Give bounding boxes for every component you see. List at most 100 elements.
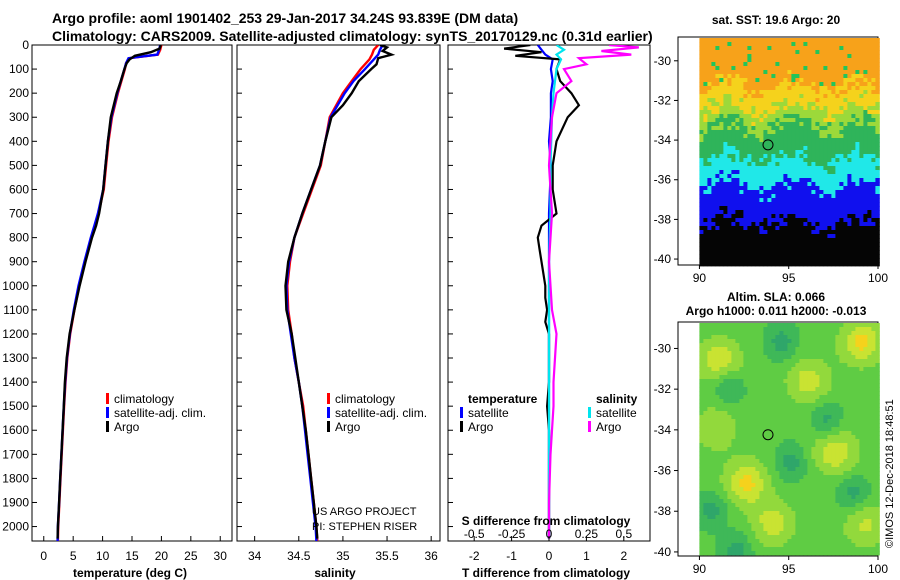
map-cell [803,110,808,115]
map-cell [791,475,796,480]
map-cell [707,363,712,368]
map-cell [819,226,824,231]
map-cell [847,114,852,119]
map-cell [819,70,824,75]
map-cell [783,234,788,239]
map-cell [823,142,828,147]
map-cell [699,238,704,243]
y-tick-label: 1000 [2,279,29,293]
map-cell [799,467,804,472]
map-cell [719,499,724,504]
map-cell [839,435,844,440]
map-cell [731,166,736,171]
map-cell [831,495,836,500]
map-cell [747,242,752,247]
map-cell [763,194,768,199]
map-cell [787,383,792,388]
map-cell [719,142,724,147]
map-cell [751,150,756,155]
map-cell [847,331,852,336]
map-cell [727,250,732,255]
map-cell [875,126,880,131]
map-cell [747,142,752,147]
map-cell [711,371,716,376]
map-cell [755,150,760,155]
map-cell [867,403,872,408]
map-cell [703,58,708,63]
map-cell [835,495,840,500]
map-cell [723,210,728,215]
map-cell [755,126,760,131]
map-cell [831,174,836,179]
map-cell [719,138,724,143]
map-cell [815,154,820,159]
map-cell [743,395,748,400]
map-cell [751,391,756,396]
map-cell [711,479,716,484]
map-cell [731,395,736,400]
map-cell [787,355,792,360]
map-cell [727,262,732,267]
map-cell [739,423,744,428]
map-cell [771,407,776,412]
map-cell [807,507,812,512]
map-cell [723,250,728,255]
map-cell [831,170,836,175]
map-cell [735,387,740,392]
map-cell [739,186,744,191]
map-cell [763,367,768,372]
map-cell [851,443,856,448]
map-cell [799,335,804,340]
map-cell [747,126,752,131]
map-cell [803,395,808,400]
map-cell [807,174,812,179]
map-cell [855,70,860,75]
map-cell [735,118,740,123]
map-cell [743,238,748,243]
map-cell [787,210,792,215]
map-cell [771,487,776,492]
map-cell [855,431,860,436]
map-cell [855,331,860,336]
map-cell [795,62,800,67]
map-cell [699,359,704,364]
map-cell [835,363,840,368]
map-cell [799,495,804,500]
map-cell [723,323,728,328]
map-cell [747,62,752,67]
header-line-2: Climatology: CARS2009. Satellite-adjuste… [52,28,653,44]
map-cell [851,78,856,83]
map-cell [771,367,776,372]
map-cell [855,78,860,83]
legend-t-satellite: satellite [468,406,509,420]
map-cell [715,106,720,111]
map-cell [755,246,760,251]
x-tick-label: 0 [40,549,47,563]
map-cell [779,467,784,472]
map-cell [703,238,708,243]
map-cell [871,126,876,131]
map-cell [859,335,864,340]
map-cell [707,519,712,524]
map-cell [747,339,752,344]
map-cell [827,202,832,207]
map-cell [811,58,816,63]
map-cell [723,423,728,428]
map-cell [731,138,736,143]
series-line-t-argo [503,45,581,539]
map-cell [799,90,804,95]
map-cell [863,110,868,115]
map-cell [803,407,808,412]
map-cell [835,451,840,456]
map-cell [767,198,772,203]
map-cell [775,90,780,95]
map-cell [755,323,760,328]
map-cell [735,122,740,127]
map-cell [775,110,780,115]
map-cell [735,375,740,380]
map-cell [707,106,712,111]
map-cell [759,174,764,179]
map-cell [847,407,852,412]
map-cell [831,218,836,223]
map-cell [739,499,744,504]
